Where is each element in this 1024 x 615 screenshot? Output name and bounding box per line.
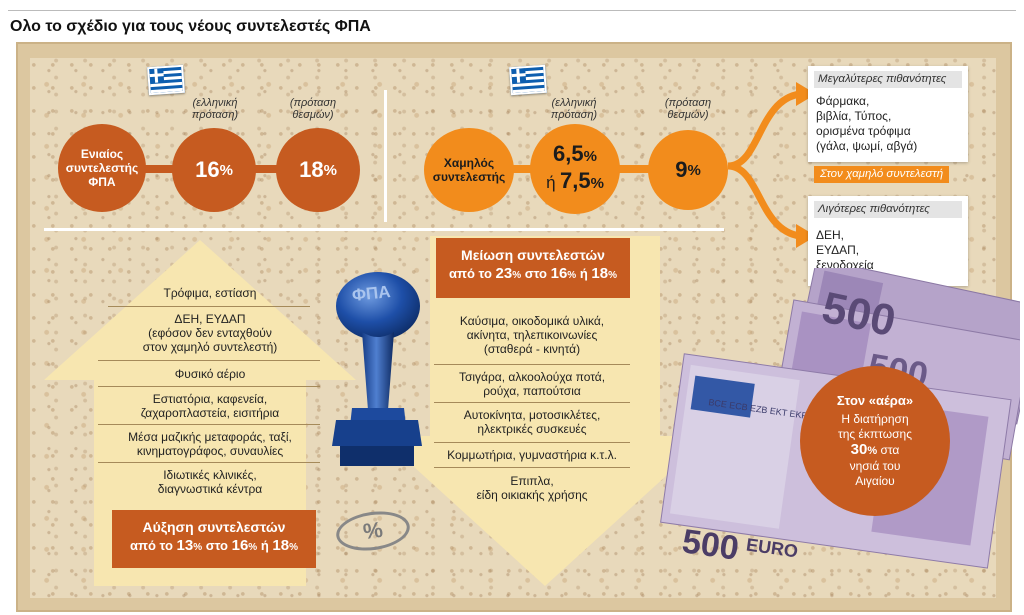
decrease-item: Επιπλα, είδη οικιακής χρήσης xyxy=(476,474,588,502)
single-rate-label: Ενιαίος συντελεστής ΦΠΑ xyxy=(58,124,146,212)
low-rate-tag: Στον χαμηλό συντελεστή xyxy=(814,166,950,183)
unlikely-box: Λιγότερες πιθανότητες ΔΕΗ, ΕΥΔΑΠ, ξενοδο… xyxy=(808,196,968,286)
greek-proposal-note: (ελληνική πρόταση) xyxy=(191,97,239,121)
greek-rate-circle: 16% xyxy=(172,128,256,212)
increase-item: ΔΕΗ, ΕΥΔΑΠ (εφόσον δεν ενταχθούν στον χαμη… xyxy=(142,312,278,354)
increase-arrow xyxy=(44,240,356,586)
institutions-proposal-note: (πρόταση θεσμών) xyxy=(664,97,712,121)
branch-arrows xyxy=(727,82,816,248)
increase-item: Φυσικό αέριο xyxy=(174,367,246,381)
aegean-islands-circle: Στον «αέρα» Η διατήρηση της έκπτωσης 30%… xyxy=(800,366,950,516)
top-rule xyxy=(8,10,1016,11)
institutions-proposal-note: (πρόταση θεσμών) xyxy=(289,97,337,121)
divider-top-left xyxy=(384,90,387,222)
banknote-denomination: 500 xyxy=(679,522,742,568)
divider-horizontal xyxy=(44,228,724,231)
decrease-item: Κομμωτήρια, γυμναστήρια κ.τ.λ. xyxy=(447,448,617,462)
increase-item: Εστιατόρια, καφενεία, ζαχαροπλαστεία, εισ… xyxy=(140,392,280,420)
row-separator xyxy=(434,467,630,468)
decrease-arrow xyxy=(380,236,710,586)
low-rate-label: Χαμηλός συντελεστής xyxy=(424,128,514,212)
likely-heading: Μεγαλύτερες πιθανότητες xyxy=(814,71,962,88)
increase-item: Μέσα μαζικής μεταφοράς, ταξί, κινηματογρά… xyxy=(128,430,292,458)
institutions-rate-circle: 18% xyxy=(276,128,360,212)
likely-box: Μεγαλύτερες πιθανότητες Φάρμακα, βιβλία,… xyxy=(808,66,968,162)
decrease-item: Τσιγάρα, αλκοολούχα ποτά, ρούχα, παπούτσι… xyxy=(458,370,606,398)
increase-item: Τρόφιμα, εστίαση xyxy=(163,286,257,300)
row-separator xyxy=(434,364,630,365)
row-separator xyxy=(108,306,310,307)
unlikely-list: ΔΕΗ, ΕΥΔΑΠ, ξενοδοχεία xyxy=(816,228,874,272)
row-separator xyxy=(434,442,630,443)
row-separator xyxy=(98,424,320,425)
greek-flag-icon xyxy=(147,64,185,96)
vat-stamp-image xyxy=(332,272,422,466)
row-separator xyxy=(434,402,630,403)
page-title: Ολο το σχέδιο για τους νέους συντελεστές… xyxy=(10,18,371,35)
decrease-heading: Μείωση συντελεστών από το 23% στο 16% ή … xyxy=(436,238,630,298)
increase-item: Ιδιωτικές κλινικές, διαγνωστικά κέντρα xyxy=(157,468,263,496)
increase-heading: Αύξηση συντελεστών από το 13% στο 16% ή … xyxy=(112,510,316,568)
institutions-low-rate-circle: 9% xyxy=(648,130,728,210)
row-separator xyxy=(98,360,320,361)
greek-low-rate-circle: 6,5% ή 7,5% xyxy=(530,124,620,214)
greek-flag-icon xyxy=(509,64,547,96)
likely-list: Φάρμακα, βιβλία, Τύπος, ορισμένα τρόφιμα… xyxy=(816,94,918,153)
row-separator xyxy=(98,386,320,387)
greek-proposal-note: (ελληνική πρόταση) xyxy=(550,97,598,121)
stamp-label: ΦΠΑ xyxy=(351,282,392,305)
decrease-item: Αυτοκίνητα, μοτοσικλέτες, ηλεκτρικές συσκ… xyxy=(463,408,601,436)
row-separator xyxy=(98,462,320,463)
decrease-item: Καύσιμα, οικοδομικά υλικά, ακίνητα, τηλεπ… xyxy=(459,314,605,356)
unlikely-heading: Λιγότερες πιθανότητες xyxy=(814,201,962,218)
